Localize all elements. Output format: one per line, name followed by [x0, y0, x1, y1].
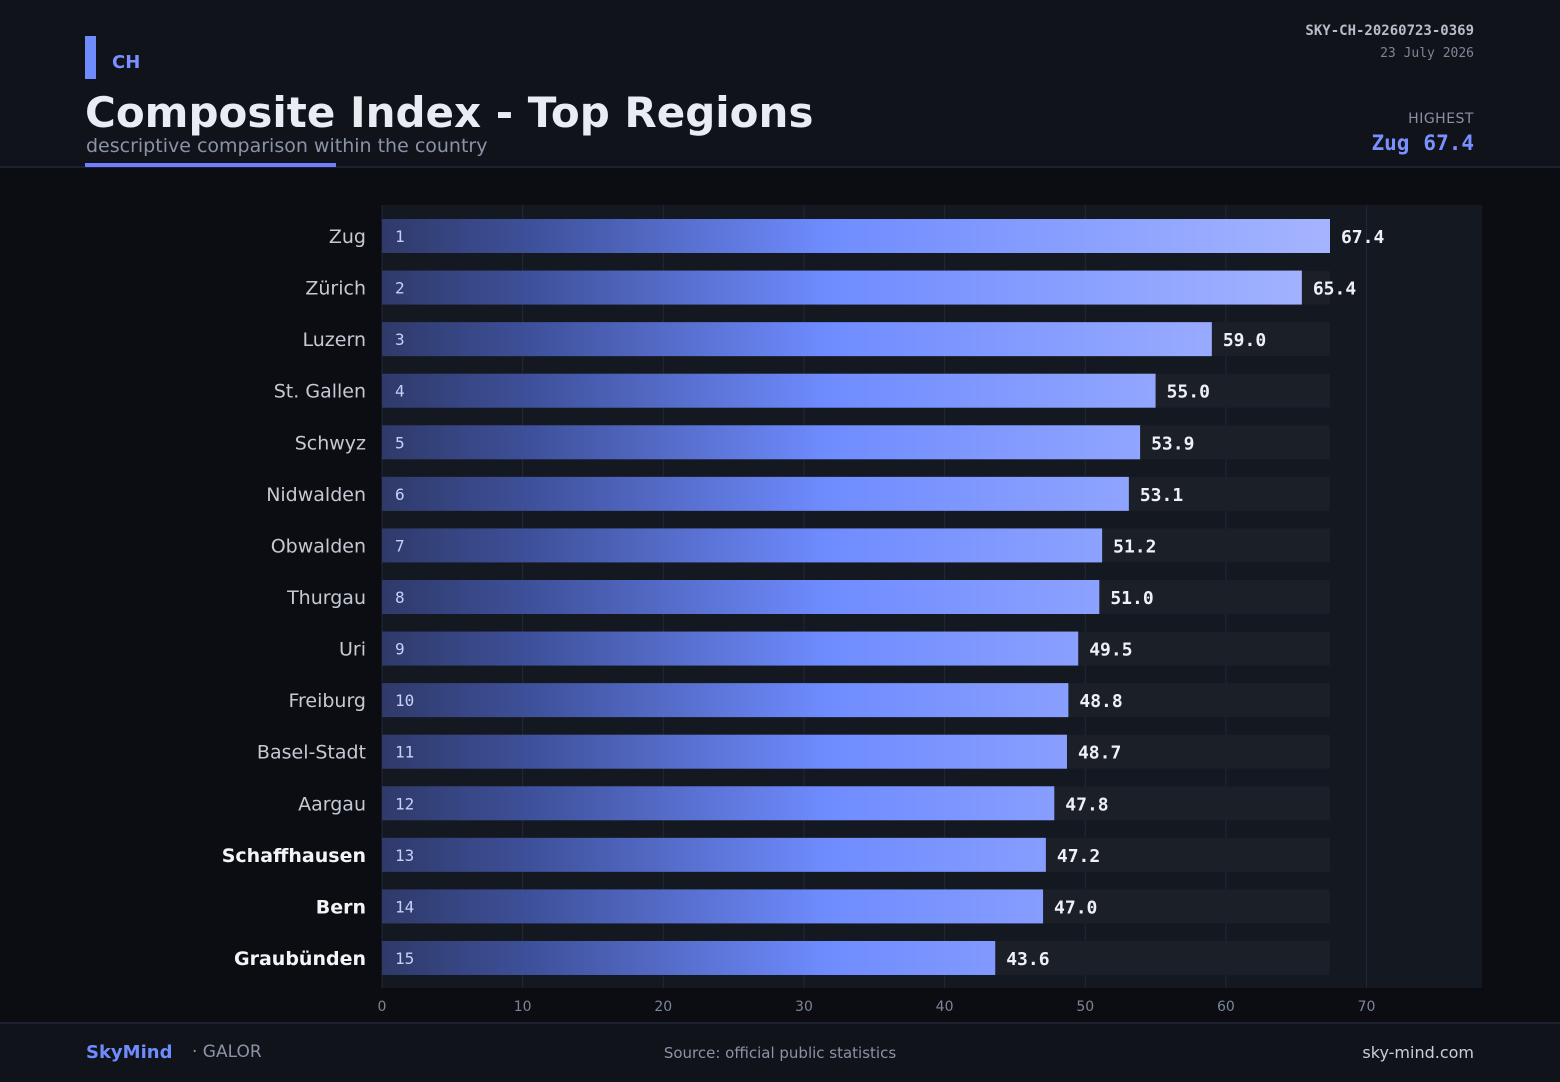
x-tick-label: 70 [1358, 999, 1376, 1015]
category-label: Thurgau [286, 587, 366, 609]
bar[interactable] [382, 889, 1044, 924]
value-label: 55.0 [1167, 382, 1210, 403]
value-label: 48.7 [1078, 743, 1121, 764]
bar[interactable] [382, 476, 1129, 511]
rank-label: 4 [395, 382, 405, 401]
bar[interactable] [382, 837, 1046, 872]
bar[interactable] [382, 425, 1141, 460]
category-label: Nidwalden [266, 484, 366, 506]
bar[interactable] [382, 734, 1067, 769]
highest-value: 67.4 [1423, 131, 1474, 155]
value-label: 51.2 [1113, 536, 1156, 557]
bar[interactable] [382, 631, 1079, 666]
rank-label: 14 [395, 897, 414, 916]
category-label: Schwyz [295, 432, 366, 454]
value-label: 53.1 [1140, 485, 1183, 506]
rank-label: 15 [395, 949, 414, 968]
value-label: 51.0 [1110, 588, 1153, 609]
value-label: 67.4 [1341, 227, 1385, 248]
reference-id: SKY-CH-20260723-0369 [1305, 23, 1474, 39]
highest-readout: Zug 67.4 [1371, 131, 1474, 155]
rank-label: 3 [395, 330, 405, 349]
page-subtitle: descriptive comparison within the countr… [86, 135, 488, 157]
category-label: Obwalden [271, 535, 366, 557]
bar[interactable] [382, 219, 1330, 253]
rank-label: 8 [395, 588, 405, 607]
bar[interactable] [382, 270, 1302, 305]
x-tick-label: 60 [1217, 999, 1235, 1015]
country-accent-bar [85, 36, 96, 79]
value-label: 49.5 [1089, 640, 1132, 661]
x-tick-label: 10 [514, 999, 532, 1015]
category-label: Freiburg [288, 690, 366, 712]
subtitle-underline [85, 163, 336, 167]
category-label: Basel-Stadt [257, 742, 366, 764]
x-tick-label: 20 [654, 999, 672, 1015]
x-tick-label: 50 [1076, 999, 1094, 1015]
rank-label: 1 [395, 227, 405, 246]
rank-label: 7 [395, 536, 405, 555]
value-label: 47.0 [1054, 897, 1097, 918]
brand-logo[interactable]: SkyMind [86, 1042, 173, 1063]
bar[interactable] [382, 579, 1100, 614]
rank-label: 6 [395, 485, 405, 504]
value-label: 59.0 [1223, 330, 1266, 351]
rank-label: 13 [395, 846, 414, 865]
category-label: Zürich [305, 278, 366, 300]
footer: SkyMind · GALOR Source: official public … [0, 1022, 1560, 1082]
brand-subtitle: · GALOR [192, 1042, 262, 1062]
bar[interactable] [382, 683, 1069, 718]
category-label: Luzern [303, 329, 366, 351]
value-label: 48.8 [1079, 691, 1122, 712]
source-note: Source: official public statistics [663, 1044, 897, 1062]
highest-label: HIGHEST [1408, 111, 1474, 127]
x-tick-label: 30 [795, 999, 813, 1015]
bar[interactable] [382, 322, 1212, 357]
rank-label: 9 [395, 640, 405, 659]
x-tick-label: 0 [378, 999, 387, 1015]
bar[interactable] [382, 373, 1156, 408]
rank-label: 10 [395, 691, 414, 710]
x-tick-label: 40 [936, 999, 954, 1015]
value-label: 47.2 [1057, 846, 1100, 867]
country-code: CH [112, 52, 141, 73]
page-title: Composite Index - Top Regions [85, 88, 814, 137]
category-label: Bern [316, 896, 366, 918]
category-label: Uri [339, 639, 366, 661]
bar[interactable] [382, 940, 996, 975]
category-label: Graubünden [234, 948, 366, 970]
category-label: Schaffhausen [222, 845, 366, 867]
value-label: 53.9 [1151, 433, 1194, 454]
rank-label: 2 [395, 279, 405, 298]
reference-date: 23 July 2026 [1380, 46, 1474, 61]
value-label: 43.6 [1006, 949, 1049, 970]
header: CH Composite Index - Top Regions descrip… [0, 0, 1560, 168]
bar[interactable] [382, 786, 1055, 821]
rank-label: 11 [395, 743, 414, 762]
category-label: St. Gallen [274, 381, 366, 403]
bar[interactable] [382, 528, 1103, 563]
highest-region: Zug [1371, 131, 1410, 155]
category-label: Aargau [298, 793, 366, 815]
value-label: 65.4 [1313, 279, 1357, 300]
category-label: Zug [329, 226, 366, 248]
rank-label: 12 [395, 794, 414, 813]
rank-label: 5 [395, 433, 405, 452]
value-label: 47.8 [1065, 794, 1108, 815]
site-link[interactable]: sky-mind.com [1362, 1043, 1474, 1062]
